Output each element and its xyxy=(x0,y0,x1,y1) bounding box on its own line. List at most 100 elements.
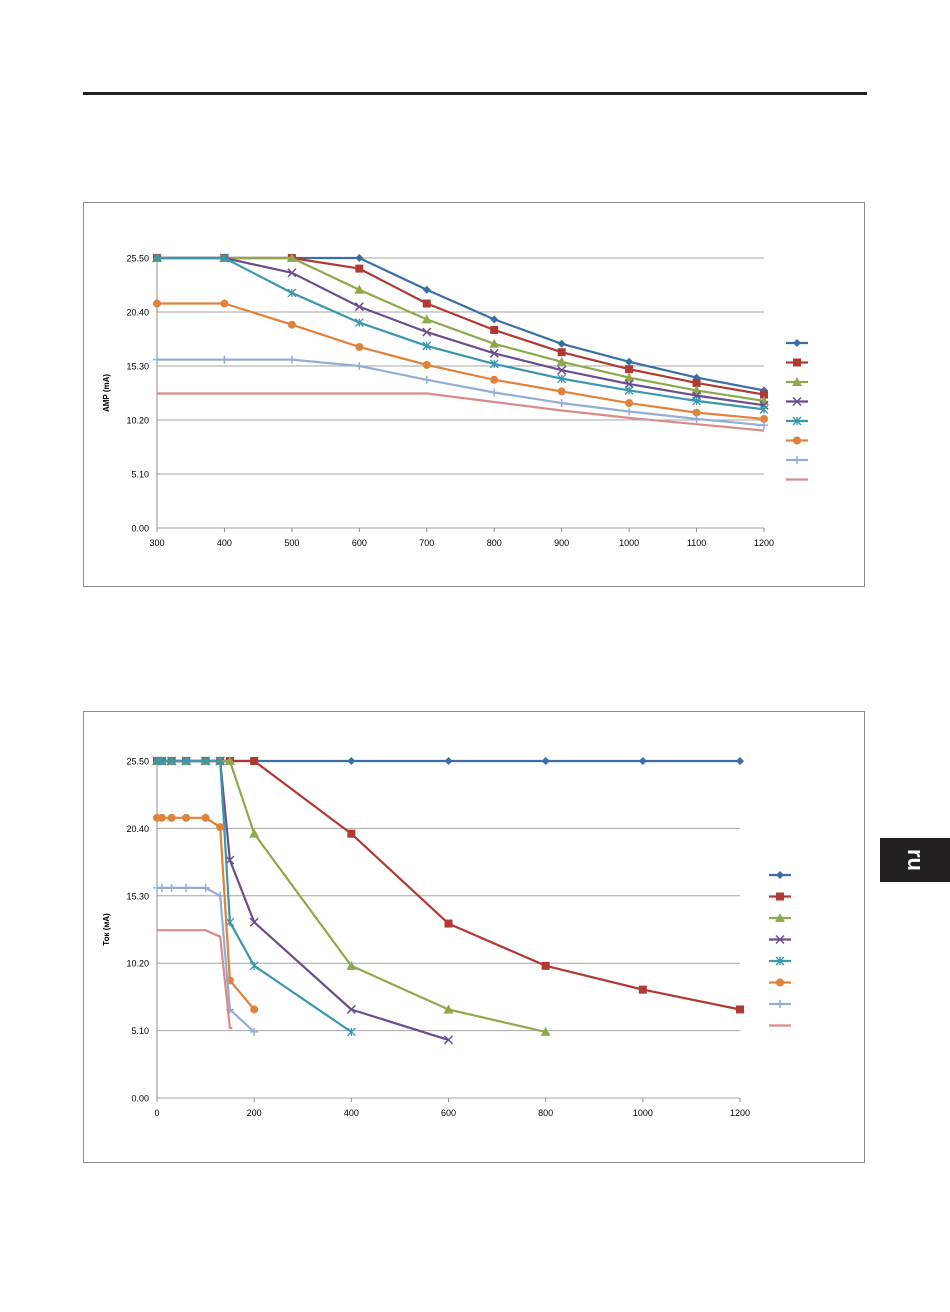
series-5-point xyxy=(346,1027,356,1037)
series-5-point xyxy=(759,404,769,414)
x-tick-label: 1000 xyxy=(619,538,639,548)
series-2-point xyxy=(692,378,701,387)
series-2-point xyxy=(557,348,566,357)
series-6-point xyxy=(157,813,166,822)
series-3-point xyxy=(224,756,235,765)
series-7-point xyxy=(760,421,768,430)
series-1-point xyxy=(490,315,499,324)
x-tick-label: 1200 xyxy=(730,1108,750,1118)
series-5-point xyxy=(692,396,702,406)
series-2-point xyxy=(490,326,499,334)
series-6-point xyxy=(201,813,210,822)
legend-marker-4 xyxy=(792,396,802,407)
series-3-point xyxy=(624,372,635,382)
series-1-line xyxy=(157,256,765,392)
series-7-point xyxy=(220,355,229,364)
x-tick-label: 1000 xyxy=(633,1108,653,1118)
series-1-point xyxy=(541,757,550,765)
chart-amp-vs-x: 0.00 5.10 10.20 15.30 20.40 25.50 300 400 500 600… xyxy=(83,202,865,587)
x-tick-label: 300 xyxy=(149,538,164,548)
x-tick-label: 400 xyxy=(217,538,232,548)
series-5-point xyxy=(624,385,634,395)
series-8-line xyxy=(157,929,233,1030)
series-6-point xyxy=(167,813,176,822)
series-5-point xyxy=(422,341,432,351)
series-7-point xyxy=(557,399,566,408)
series-4-point xyxy=(422,327,432,337)
series-7-point xyxy=(201,883,210,892)
series-5-line xyxy=(157,256,765,411)
series-7-point xyxy=(167,883,176,892)
series-6-point xyxy=(625,399,634,408)
y-tick-label: 10.20 xyxy=(126,416,149,426)
x-tick-label: 700 xyxy=(419,538,434,548)
series-5-point xyxy=(557,374,567,384)
series-6-point xyxy=(182,813,191,822)
series-7-line xyxy=(157,358,765,427)
legend-marker-1 xyxy=(793,339,801,347)
x-tick-label: 800 xyxy=(538,1108,553,1118)
series-5-point xyxy=(157,756,167,766)
x-tick-label: 600 xyxy=(441,1108,456,1118)
series-2-point xyxy=(422,299,431,308)
series-4-point xyxy=(489,348,499,358)
series-4-point xyxy=(354,302,364,312)
series-5-point xyxy=(249,961,259,971)
series-2-point xyxy=(638,985,647,994)
series-1-point xyxy=(557,339,566,348)
y-tick-label: 0.00 xyxy=(131,1094,149,1104)
series-3-point xyxy=(443,1004,454,1014)
legend-marker-5 xyxy=(775,956,785,966)
series-3-line xyxy=(157,256,765,402)
y-tick-label: 10.20 xyxy=(126,959,149,969)
series-1-point xyxy=(736,757,744,765)
series-1-point xyxy=(638,757,647,765)
legend-marker-2 xyxy=(776,892,784,901)
series-3-line xyxy=(157,759,546,1033)
y-tick-label: 25.50 xyxy=(126,757,149,767)
series-3-point xyxy=(354,284,365,294)
chart-current-vs-x: 0.00 5.10 10.20 15.30 20.40 25.50 0 200 400 600 80… xyxy=(83,711,865,1163)
series-7-point xyxy=(182,883,191,892)
legend-marker-7 xyxy=(776,1000,784,1008)
x-tick-label: 0 xyxy=(154,1108,159,1118)
y-tick-label: 15.30 xyxy=(126,362,149,372)
x-tick-label: 1100 xyxy=(687,538,706,548)
series-1-point xyxy=(444,757,453,765)
series-6-point xyxy=(287,320,296,329)
series-4-point xyxy=(624,379,634,389)
legend-marker-6 xyxy=(776,978,784,987)
chart-1-svg: 0.00 5.10 10.20 15.30 20.40 25.50 300 400 500 600… xyxy=(102,253,808,548)
series-7-point xyxy=(625,407,634,416)
series-5-point xyxy=(181,756,191,766)
series-7-point xyxy=(355,362,364,370)
x-tick-label: 800 xyxy=(487,538,502,548)
series-6-point xyxy=(216,823,225,832)
series-2-point xyxy=(625,365,634,374)
series-5-point xyxy=(354,318,364,328)
series-6-point xyxy=(220,299,229,308)
series-1-point xyxy=(355,254,364,262)
series-2-point xyxy=(250,757,259,765)
series-7-line xyxy=(157,886,255,1033)
series-3-point xyxy=(286,253,297,262)
series-5-point xyxy=(201,756,211,766)
series-7-point xyxy=(153,355,161,364)
series-3-point xyxy=(540,1026,551,1036)
chart-2-svg: 0.00 5.10 10.20 15.30 20.40 25.50 0 200 400 600 80… xyxy=(102,756,791,1118)
y-tick-label: 5.10 xyxy=(131,1026,149,1036)
series-1-point xyxy=(422,285,431,294)
series-7-point xyxy=(490,388,499,397)
y-tick-label: 5.10 xyxy=(131,470,149,480)
y-tick-label: 15.30 xyxy=(126,891,149,901)
series-5-point xyxy=(215,756,225,766)
x-tick-label: 900 xyxy=(554,538,569,548)
series-6-point xyxy=(153,299,161,308)
top-rule xyxy=(83,92,867,95)
y-axis-label: Ток (мА) xyxy=(102,913,111,946)
x-tick-label: 400 xyxy=(344,1108,359,1118)
series-7-point xyxy=(692,414,701,423)
series-4-point xyxy=(287,268,297,278)
series-4-point xyxy=(557,365,567,375)
language-tab-ru[interactable]: ru xyxy=(880,838,950,882)
